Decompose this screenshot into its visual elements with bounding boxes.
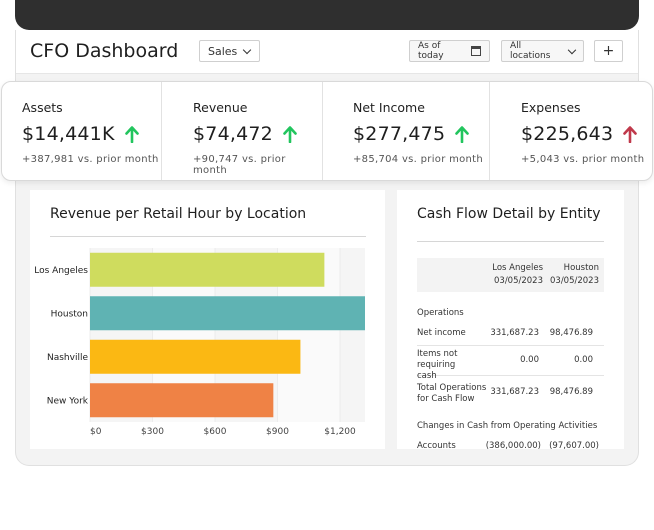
arrow-up-icon [623, 125, 638, 143]
kpi-card-assets[interactable]: Assets $14,441K +387,981 vs. prior month [2, 82, 162, 180]
cell-value: 0.00 [574, 355, 593, 365]
date-filter-button[interactable]: As of today [409, 40, 490, 62]
cell-value: 331,687.23 [490, 387, 539, 397]
chart-band [340, 248, 365, 422]
kpi-comparison: +5,043 vs. prior month [521, 154, 645, 165]
column-entity: Houston [563, 263, 599, 273]
app-top-bar [15, 0, 639, 30]
chevron-down-icon [567, 45, 577, 54]
cash-flow-card: Cash Flow Detail by Entity Los Angeles 0… [397, 190, 624, 449]
kpi-value-row: $74,472 [193, 123, 322, 145]
kpi-value: $14,441K [22, 123, 115, 145]
bar-nashville [90, 339, 301, 374]
kpi-value: $74,472 [193, 123, 273, 145]
table-header [417, 258, 604, 292]
x-tick-label: $300 [141, 427, 164, 437]
cash-flow-title: Cash Flow Detail by Entity [417, 206, 601, 222]
locations-dropdown[interactable]: All locations [501, 40, 584, 62]
date-filter-label: As of today [418, 41, 444, 61]
add-button[interactable]: + [594, 40, 623, 62]
sales-dropdown-label: Sales [208, 44, 238, 58]
kpi-label: Net Income [353, 100, 425, 115]
kpi-value-row: $225,643 [521, 123, 652, 145]
table-row: Accounts (386,000.00) (97,607.00) [417, 436, 604, 449]
title-divider [50, 236, 366, 237]
arrow-up-icon [455, 125, 470, 143]
row-label: Items not requiring cash [417, 349, 458, 381]
x-tick-label: $900 [266, 427, 289, 437]
row-label: Total Operations for Cash Flow [417, 383, 487, 404]
table-row: Items not requiring cash 0.00 0.00 [417, 346, 604, 381]
cell-value: 98,476.89 [549, 387, 593, 397]
cell-value: 0.00 [520, 355, 539, 365]
arrow-up-icon [283, 125, 297, 143]
kpi-comparison: +387,981 vs. prior month [22, 154, 159, 165]
kpi-value: $225,643 [521, 123, 614, 145]
x-tick-label: $600 [204, 427, 227, 437]
chevron-down-icon [243, 45, 252, 54]
kpi-comparison: +90,747 vs. prior month [193, 154, 286, 176]
bar-new-york [90, 383, 274, 418]
row-label: Net income [417, 328, 466, 338]
plus-icon: + [602, 43, 615, 59]
category-label: Los Angeles [34, 266, 88, 276]
title-divider [417, 241, 604, 242]
table-row: Total Operations for Cash Flow 331,687.2… [417, 376, 604, 408]
revenue-chart-card: Revenue per Retail Hour by Location Los … [30, 190, 385, 449]
kpi-value: $277,475 [353, 123, 446, 145]
kpi-card-net-income[interactable]: Net Income $277,475 +85,704 vs. prior mo… [323, 82, 490, 180]
kpi-label: Revenue [193, 100, 248, 115]
kpi-comparison: +85,704 vs. prior month [353, 154, 484, 165]
row-label: Accounts [417, 441, 456, 449]
kpi-value-row: $277,475 [353, 123, 489, 145]
cell-value: (97,607.00) [549, 441, 599, 449]
column-date: 03/05/2023 [494, 276, 543, 286]
chart-title: Revenue per Retail Hour by Location [50, 206, 307, 222]
arrow-up-icon [124, 125, 139, 143]
section-label-changes: Changes in Cash from Operating Activitie… [417, 421, 598, 431]
bar-los-angeles [90, 252, 325, 287]
cell-value: (386,000.00) [485, 441, 541, 449]
section-label-operations: Operations [417, 308, 464, 318]
kpi-strip: Assets $14,441K +387,981 vs. prior month… [1, 81, 653, 181]
kpi-card-revenue[interactable]: Revenue $74,472 +90,747 vs. prior month [162, 82, 323, 180]
kpi-label: Assets [22, 100, 63, 115]
cell-value: 331,687.23 [490, 328, 539, 338]
category-label: New York [47, 396, 89, 406]
kpi-label: Expenses [521, 100, 581, 115]
sales-dropdown[interactable]: Sales [199, 40, 260, 62]
column-entity: Los Angeles [492, 263, 543, 273]
column-header-los-angeles: Los Angeles 03/05/2023 [477, 262, 543, 288]
kpi-value-row: $14,441K [22, 123, 161, 145]
kpi-card-expenses[interactable]: Expenses $225,643 +5,043 vs. prior month [490, 82, 652, 180]
dashboard-header: CFO Dashboard Sales As of today All loca… [16, 30, 638, 74]
x-tick-label: $0 [90, 427, 102, 437]
table-row: Net income 331,687.23 98,476.89 [417, 320, 604, 346]
column-header-houston: Houston 03/05/2023 [543, 262, 599, 288]
x-tick-label: $1,200 [324, 427, 356, 437]
category-label: Nashville [47, 353, 88, 363]
column-date: 03/05/2023 [550, 276, 599, 286]
revenue-bar-chart: Los Angeles Houston Nashville New York $0 $30… [34, 248, 365, 437]
cell-value: 98,476.89 [549, 328, 593, 338]
locations-dropdown-label: All locations [510, 41, 551, 61]
bar-houston [90, 296, 365, 331]
calendar-icon [471, 46, 481, 56]
page-title: CFO Dashboard [30, 40, 179, 62]
category-label: Houston [51, 309, 88, 319]
